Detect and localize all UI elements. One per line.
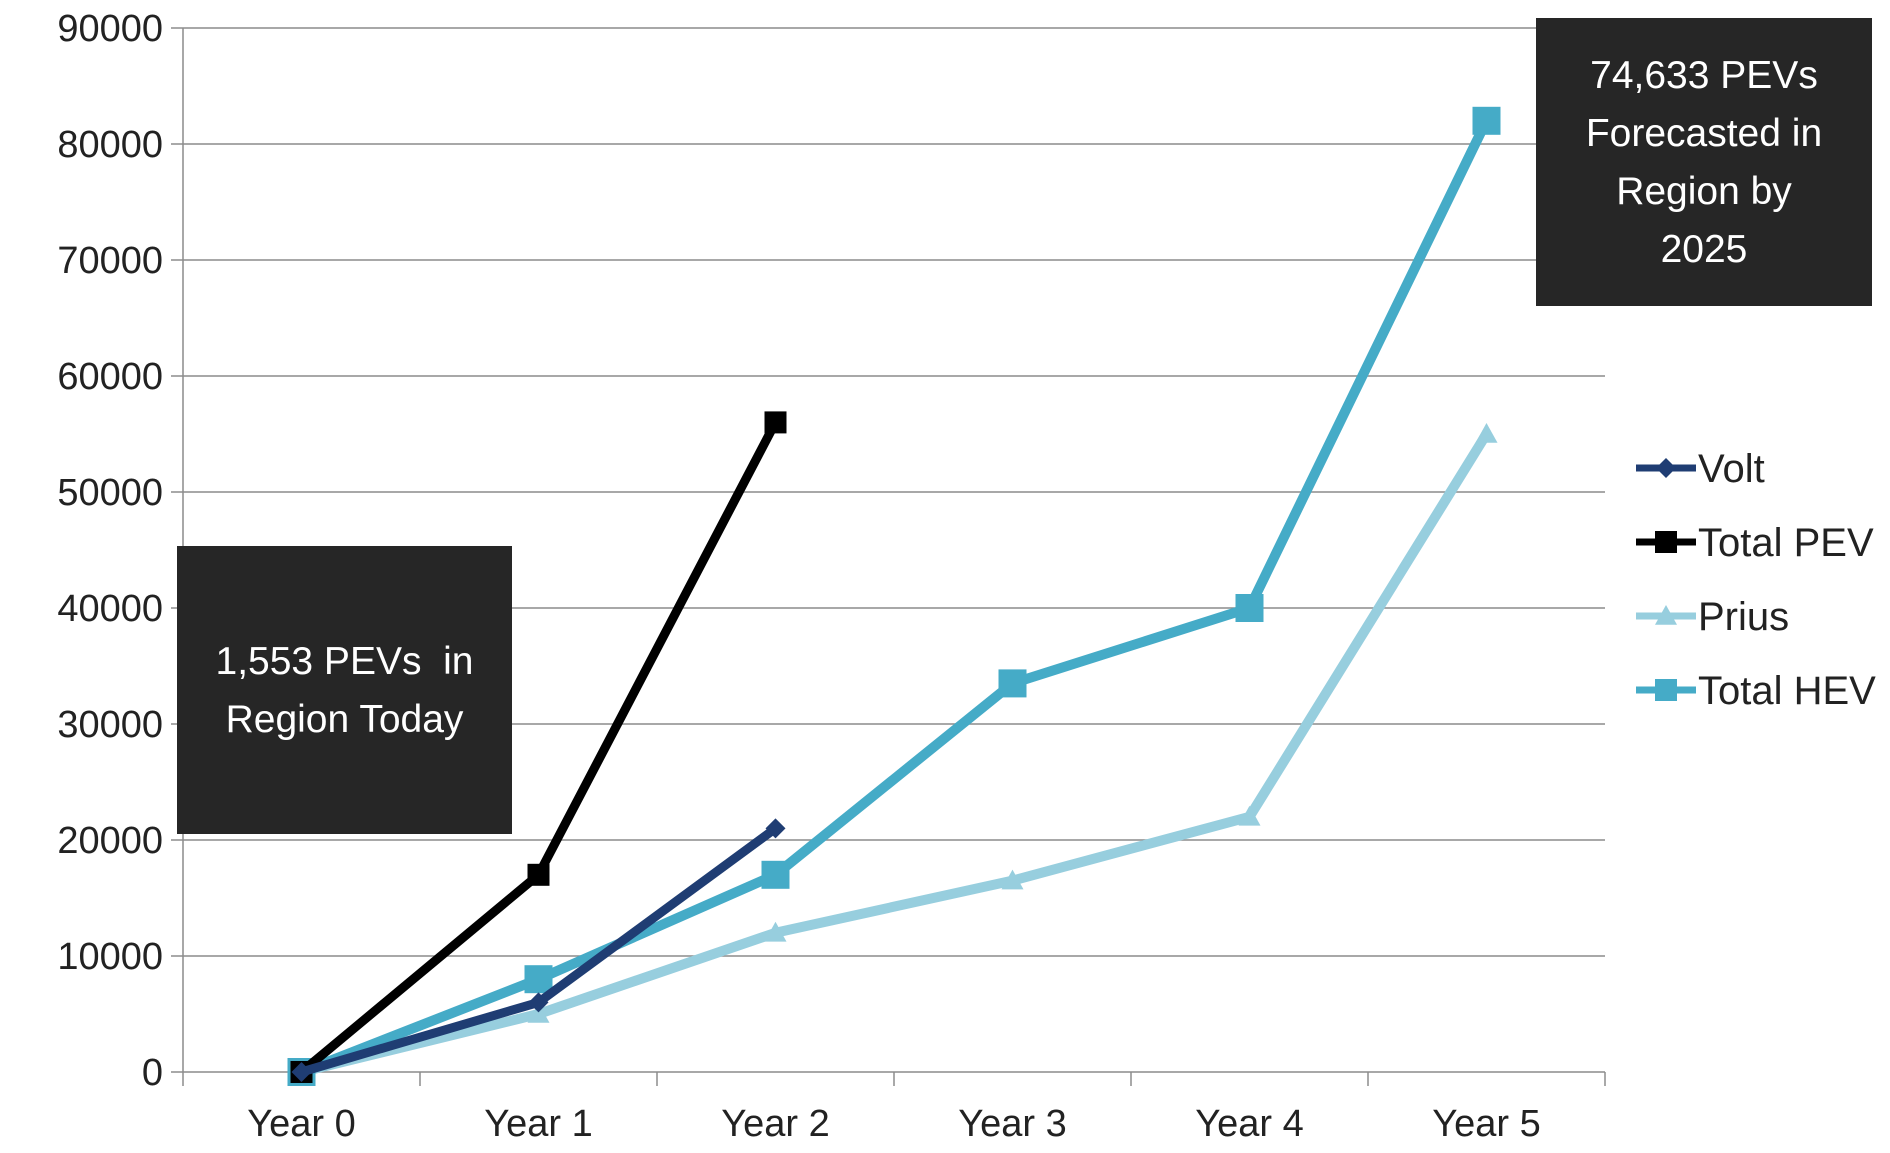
x-tick-label: Year 3 xyxy=(958,1103,1066,1145)
legend-item-total-hev: Total HEV xyxy=(1636,669,1876,713)
tick-labels: 0 10000 20000 30000 40000 50000 60000 70000 8000… xyxy=(57,8,1540,1145)
legend-label: Total PEV xyxy=(1698,521,1874,565)
legend-item-total-pev: Total PEV xyxy=(1636,521,1874,565)
legend-swatch-marker xyxy=(1655,531,1677,553)
data-point-volt xyxy=(291,1062,312,1082)
y-tick-label: 40000 xyxy=(57,588,163,630)
callout-forecast: 74,633 PEVs Forecasted in Region by 2025 xyxy=(1536,18,1872,306)
series-line-prius xyxy=(300,431,1491,1077)
series-volt xyxy=(291,818,786,1082)
callout-box xyxy=(177,546,512,834)
legend: Volt Total PEV Prius Total HEV xyxy=(1636,447,1876,713)
x-tick-label: Year 2 xyxy=(721,1103,829,1145)
legend-item-prius: Prius xyxy=(1636,595,1789,639)
series-total-pev xyxy=(290,411,787,1083)
data-point-prius xyxy=(1475,423,1498,443)
data-point-prius xyxy=(764,921,787,942)
x-tick-label: Year 5 xyxy=(1432,1103,1540,1145)
y-tick-label: 30000 xyxy=(57,704,163,746)
data-point-prius xyxy=(527,1003,550,1023)
callout-text-line: 1,553 PEVs in xyxy=(216,640,474,683)
callout-text-line: 74,633 PEVs xyxy=(1590,54,1818,97)
y-tick-label: 10000 xyxy=(57,936,163,978)
y-tick-label: 70000 xyxy=(57,240,163,282)
callout-text-line: Forecasted in xyxy=(1586,112,1822,155)
y-tick-label: 60000 xyxy=(57,356,163,398)
data-point-volt xyxy=(765,818,786,839)
legend-label: Prius xyxy=(1698,595,1789,639)
data-point-total-hev xyxy=(998,669,1027,698)
callout-today: 1,553 PEVs in Region Today xyxy=(177,546,512,834)
x-tick-label: Year 4 xyxy=(1195,1103,1303,1145)
x-tick-label: Year 1 xyxy=(484,1103,592,1145)
legend-label: Volt xyxy=(1698,447,1765,491)
legend-swatch-marker xyxy=(1655,605,1677,625)
y-tick-label: 50000 xyxy=(57,472,163,514)
data-point-prius xyxy=(1238,805,1261,826)
callout-text-line: Region by xyxy=(1616,170,1792,213)
data-point-volt xyxy=(528,992,549,1013)
x-tick-label: Year 0 xyxy=(247,1103,355,1145)
legend-label: Total HEV xyxy=(1698,669,1876,713)
callout-text-line: 2025 xyxy=(1661,228,1748,271)
legend-swatch-marker xyxy=(1656,458,1676,478)
callout-box xyxy=(1536,18,1872,306)
data-series xyxy=(287,106,1501,1086)
data-point-total-hev xyxy=(761,860,790,889)
y-tick-label: 0 xyxy=(142,1052,163,1094)
data-point-total-pev xyxy=(764,411,787,434)
data-point-total-hev xyxy=(524,965,553,994)
legend-swatch-marker xyxy=(1655,679,1677,701)
series-prius xyxy=(290,423,1498,1081)
data-point-total-pev xyxy=(527,863,550,886)
data-point-total-hev xyxy=(1235,594,1264,622)
annotations: 1,553 PEVs in Region Today 74,633 PEVs Fore… xyxy=(177,18,1872,834)
data-point-prius xyxy=(1001,869,1024,890)
legend-item-volt: Volt xyxy=(1636,447,1765,491)
callout-text-line: Region Today xyxy=(226,698,464,741)
y-tick-label: 80000 xyxy=(57,124,163,166)
data-point-total-hev xyxy=(1472,106,1501,135)
y-tick-label: 90000 xyxy=(57,8,163,50)
y-tick-label: 20000 xyxy=(57,820,163,862)
series-line-total-hev xyxy=(299,118,1491,1077)
